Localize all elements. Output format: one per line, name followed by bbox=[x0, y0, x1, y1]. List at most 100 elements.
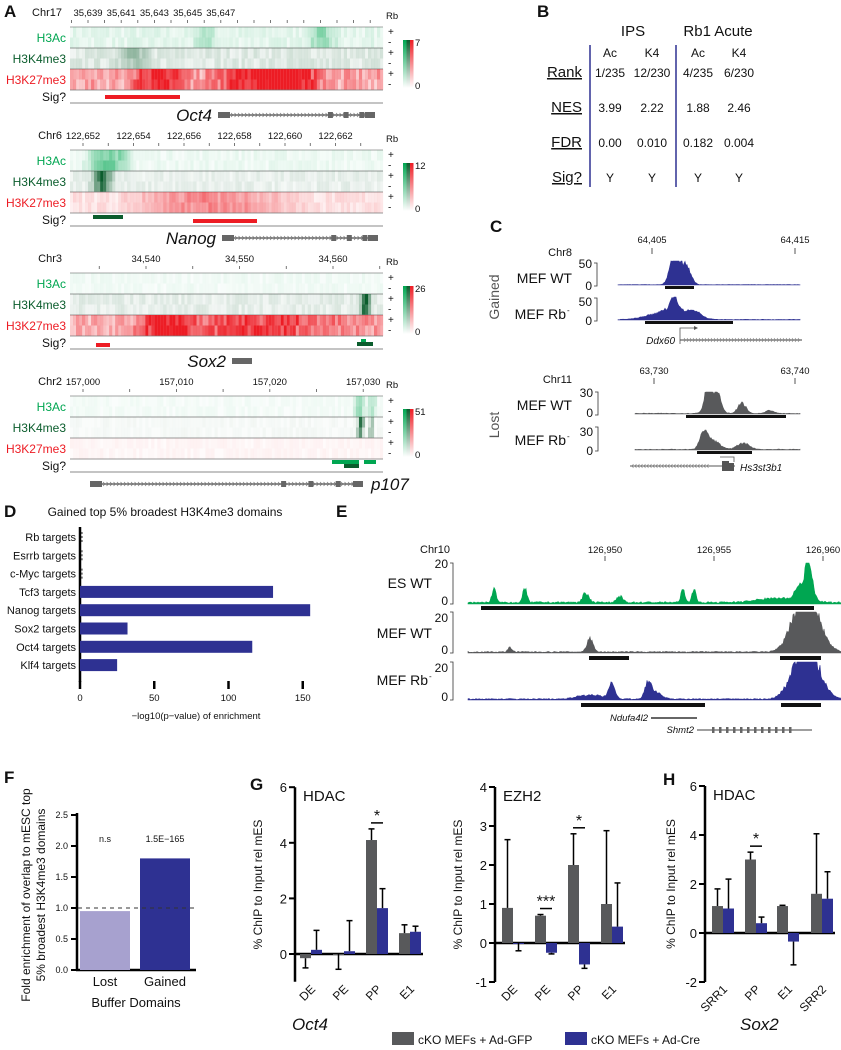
heatmap-cell bbox=[313, 406, 317, 417]
heatmap-cell bbox=[193, 428, 196, 439]
heatmap-cell bbox=[208, 406, 212, 417]
heatmap-cell bbox=[100, 325, 104, 336]
heatmap-cell bbox=[268, 37, 272, 48]
heatmap-cell bbox=[175, 202, 179, 213]
heatmap-cell bbox=[295, 283, 299, 294]
heatmap-cell bbox=[103, 315, 107, 326]
heatmap-cell bbox=[70, 294, 74, 305]
heatmap-cell bbox=[343, 192, 348, 203]
mark-label: H3K4me3 bbox=[13, 421, 67, 435]
heatmap-cell bbox=[241, 27, 245, 38]
heatmap-cell bbox=[346, 396, 351, 407]
heatmap-cell bbox=[115, 427, 119, 438]
heatmap-cell bbox=[211, 396, 214, 407]
heatmap-cell bbox=[374, 396, 378, 407]
heatmap-cell bbox=[190, 192, 194, 203]
heatmap-cell bbox=[166, 283, 170, 294]
heatmap-cell bbox=[361, 427, 366, 438]
heatmap-cell bbox=[148, 283, 152, 294]
heatmap-cell bbox=[377, 181, 381, 192]
heatmap-cell bbox=[76, 396, 80, 407]
heatmap-cell bbox=[331, 202, 335, 213]
heatmap-cell bbox=[130, 283, 134, 294]
heatmap-cell bbox=[118, 428, 121, 439]
heatmap-cell bbox=[127, 417, 131, 428]
heatmap-cell bbox=[166, 69, 170, 80]
heatmap-cell bbox=[350, 438, 353, 449]
heatmap-cell bbox=[295, 325, 299, 336]
heatmap-cell bbox=[220, 48, 224, 59]
heatmap-cell bbox=[232, 304, 236, 315]
heatmap-cell bbox=[130, 396, 134, 407]
coordinate-tick-label: 122,656 bbox=[167, 131, 201, 142]
heatmap-cell bbox=[217, 284, 220, 295]
mark-label: H3Ac bbox=[37, 31, 66, 45]
heatmap-cell bbox=[103, 202, 107, 213]
heatmap-cell bbox=[208, 283, 212, 294]
heatmap-cell bbox=[268, 202, 272, 213]
heatmap-cell bbox=[286, 79, 290, 90]
heatmap-cell bbox=[304, 427, 308, 438]
heatmap-cell bbox=[268, 438, 272, 449]
bar-de-ad-gfp bbox=[502, 907, 513, 943]
heatmap-cell bbox=[199, 325, 203, 336]
heatmap-cell bbox=[130, 27, 134, 38]
heatmap-cell bbox=[214, 48, 218, 59]
heatmap-cell bbox=[238, 27, 242, 38]
category-label: Klf4 targets bbox=[20, 660, 76, 672]
heatmap-cell bbox=[190, 37, 194, 48]
heatmap-cell bbox=[163, 315, 167, 326]
heatmap-cell bbox=[316, 304, 320, 315]
heatmap-cell bbox=[221, 396, 224, 407]
heatmap-cell bbox=[196, 171, 200, 182]
heatmap-cell bbox=[274, 37, 278, 48]
intron-chevron bbox=[670, 463, 673, 469]
heatmap-cell bbox=[148, 304, 152, 315]
intron-chevron bbox=[685, 463, 688, 469]
heatmap-cell bbox=[85, 325, 89, 336]
heatmap-cell bbox=[224, 284, 227, 295]
heatmap-cell bbox=[226, 160, 230, 171]
rb-status-minus: - bbox=[388, 305, 391, 316]
heatmap-cell bbox=[193, 294, 197, 305]
heatmap-cell bbox=[262, 160, 266, 171]
heatmap-cell bbox=[241, 417, 245, 428]
heatmap-cell bbox=[100, 202, 104, 213]
heatmap-cell bbox=[253, 69, 257, 80]
heatmap-cell bbox=[343, 315, 348, 326]
exon bbox=[722, 461, 729, 471]
heatmap-cell bbox=[224, 417, 227, 428]
heatmap-cell bbox=[226, 396, 230, 407]
heatmap-cell bbox=[268, 58, 272, 69]
heatmap-cell bbox=[118, 438, 122, 449]
bar-pp-ad-gfp bbox=[366, 840, 377, 954]
heatmap-cell bbox=[70, 160, 74, 171]
heatmap-cell bbox=[236, 396, 239, 407]
intron-chevron bbox=[764, 337, 767, 343]
heatmap-cell bbox=[205, 202, 209, 213]
heatmap-cell bbox=[325, 69, 329, 80]
heatmap-cell bbox=[97, 202, 101, 213]
heatmap-cell bbox=[73, 69, 77, 80]
intron-chevron bbox=[704, 337, 707, 343]
heatmap-cell bbox=[334, 79, 338, 90]
heatmap-cell bbox=[250, 192, 254, 203]
heatmap-cell bbox=[73, 283, 77, 294]
heatmap-cell bbox=[334, 37, 338, 48]
category-label: PE bbox=[330, 982, 351, 1003]
heatmap-cell bbox=[91, 406, 95, 417]
heatmap-cell bbox=[343, 304, 348, 315]
heatmap-cell bbox=[241, 192, 245, 203]
heatmap-cell bbox=[214, 273, 218, 284]
heatmap-cell bbox=[298, 192, 302, 203]
heatmap-cell bbox=[289, 69, 293, 80]
heatmap-cell bbox=[106, 160, 110, 171]
heatmap-cell bbox=[214, 171, 218, 182]
heatmap-cell bbox=[151, 304, 155, 315]
heatmap-cell bbox=[151, 58, 155, 69]
heatmap-cell bbox=[221, 284, 224, 295]
heatmap-cell bbox=[190, 69, 194, 80]
heatmap-cell bbox=[289, 294, 293, 305]
track-ymin-label: 0 bbox=[585, 279, 592, 293]
heatmap-cell bbox=[214, 79, 218, 90]
